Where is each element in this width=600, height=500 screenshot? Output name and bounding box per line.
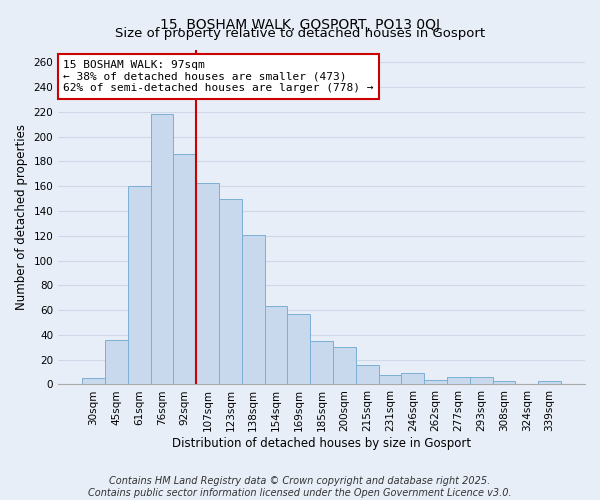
Bar [470,377,493,384]
Bar [196,182,219,384]
Bar [128,186,151,384]
Bar [401,374,424,384]
Bar [538,380,561,384]
Bar [219,198,242,384]
Y-axis label: Number of detached properties: Number of detached properties [15,124,28,310]
Bar [265,306,287,384]
Bar [447,377,470,384]
Text: Size of property relative to detached houses in Gosport: Size of property relative to detached ho… [115,28,485,40]
Bar [82,378,105,384]
Bar [333,348,356,385]
Bar [493,380,515,384]
Bar [105,340,128,384]
Bar [310,341,333,384]
Bar [287,314,310,384]
Text: Contains HM Land Registry data © Crown copyright and database right 2025.
Contai: Contains HM Land Registry data © Crown c… [88,476,512,498]
Bar [242,234,265,384]
X-axis label: Distribution of detached houses by size in Gosport: Distribution of detached houses by size … [172,437,471,450]
Text: 15 BOSHAM WALK: 97sqm
← 38% of detached houses are smaller (473)
62% of semi-det: 15 BOSHAM WALK: 97sqm ← 38% of detached … [64,60,374,93]
Bar [151,114,173,384]
Bar [356,364,379,384]
Bar [424,380,447,384]
Bar [379,374,401,384]
Bar [173,154,196,384]
Text: 15, BOSHAM WALK, GOSPORT, PO13 0QJ: 15, BOSHAM WALK, GOSPORT, PO13 0QJ [160,18,440,32]
